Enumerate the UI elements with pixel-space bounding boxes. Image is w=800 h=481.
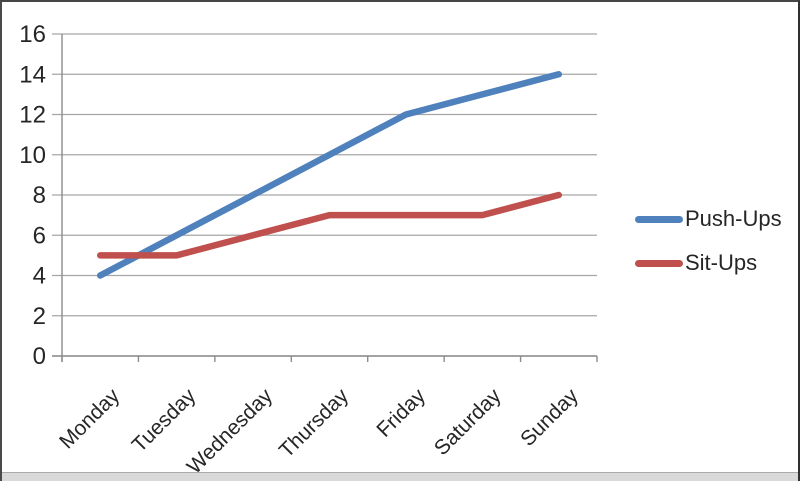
y-axis-tick-label: 0 xyxy=(33,343,46,370)
bottom-border-strip xyxy=(2,472,798,481)
line-chart-plot: 0 2 4 6 8 10 12 14 16 xyxy=(19,21,598,370)
legend-entry: Push-Ups xyxy=(635,204,782,234)
y-axis-tick-label: 12 xyxy=(19,102,46,129)
y-axis-tick-label: 10 xyxy=(19,142,46,169)
series-line-push-ups xyxy=(96,71,563,279)
legend-swatch xyxy=(635,215,683,223)
chart-legend: Push-Ups Sit-Ups xyxy=(635,204,782,292)
y-axis-tick-label: 6 xyxy=(33,222,46,249)
legend-label: Sit-Ups xyxy=(685,250,758,275)
y-axis-tick-label: 14 xyxy=(19,61,46,88)
legend-label: Push-Ups xyxy=(685,206,782,231)
y-axis-tick-label: 16 xyxy=(19,21,46,48)
y-axis-tick-label: 2 xyxy=(33,303,46,330)
y-axis-tick-label: 8 xyxy=(33,182,46,209)
series-line-sit-ups xyxy=(96,191,563,259)
legend-entry: Sit-Ups xyxy=(635,248,782,278)
legend-swatch xyxy=(635,259,683,267)
y-axis-tick-label: 4 xyxy=(33,263,46,290)
